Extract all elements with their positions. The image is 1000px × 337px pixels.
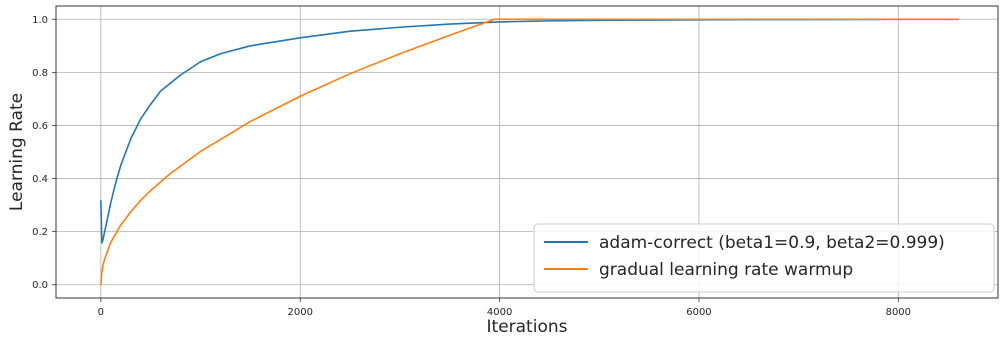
y-tick-label: 0.2 bbox=[32, 227, 48, 238]
plot-area-frame bbox=[55, 5, 999, 299]
legend-label-0: adam-correct (beta1=0.9, beta2=0.999) bbox=[599, 233, 945, 253]
legend-box bbox=[533, 223, 995, 293]
y-axis-ticks: 0.0 0.2 0.4 0.6 0.8 1.0 bbox=[32, 15, 56, 291]
x-tick-label: 6000 bbox=[686, 307, 711, 318]
y-tick-label: 0.6 bbox=[32, 121, 48, 132]
series-line-0 bbox=[100, 18, 959, 244]
series-line-1 bbox=[100, 18, 959, 286]
legend: adam-correct (beta1=0.9, beta2=0.999) gra… bbox=[533, 223, 995, 293]
y-tick-label: 0.8 bbox=[32, 68, 48, 79]
legend-label-1: gradual learning rate warmup bbox=[599, 260, 853, 280]
x-tick-label: 8000 bbox=[886, 307, 911, 318]
y-tick-label: 0.4 bbox=[32, 174, 48, 185]
y-axis-label: Learning Rate bbox=[7, 93, 27, 211]
grid-lines bbox=[56, 6, 998, 298]
x-tick-label: 4000 bbox=[487, 307, 512, 318]
y-tick-label: 0.0 bbox=[32, 280, 48, 291]
x-axis-ticks: 0 2000 4000 6000 8000 bbox=[98, 298, 911, 318]
x-tick-label: 0 bbox=[98, 307, 104, 318]
y-tick-label: 1.0 bbox=[32, 15, 48, 26]
x-tick-label: 2000 bbox=[287, 307, 312, 318]
series-lines bbox=[100, 18, 959, 286]
x-axis-label: Iterations bbox=[487, 317, 568, 337]
